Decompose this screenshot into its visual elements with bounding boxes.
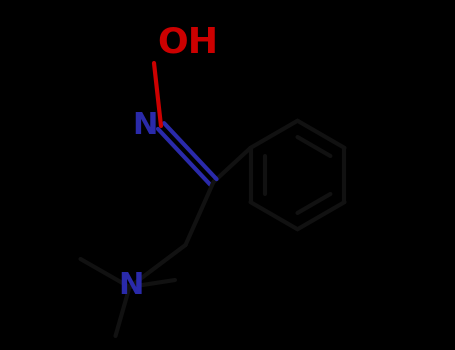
Text: N: N xyxy=(119,271,144,300)
Text: N: N xyxy=(132,112,157,140)
Text: OH: OH xyxy=(157,26,218,60)
